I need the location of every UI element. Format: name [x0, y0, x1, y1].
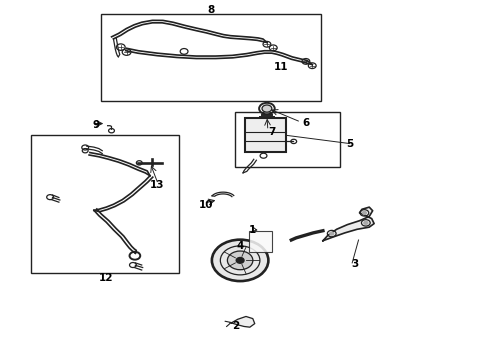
Circle shape	[213, 241, 267, 280]
Text: 12: 12	[99, 273, 113, 283]
Bar	[249, 231, 272, 252]
Text: 7: 7	[268, 127, 275, 137]
Bar	[101, 14, 320, 102]
Text: 5: 5	[346, 139, 353, 149]
Text: 10: 10	[199, 200, 213, 210]
Polygon shape	[323, 207, 374, 241]
Text: 3: 3	[351, 259, 358, 269]
Polygon shape	[231, 316, 255, 327]
Circle shape	[227, 251, 253, 270]
Circle shape	[363, 211, 367, 214]
Text: 2: 2	[232, 321, 239, 332]
Text: 11: 11	[274, 63, 289, 72]
Bar	[30, 135, 179, 273]
Circle shape	[262, 105, 272, 112]
Text: 4: 4	[237, 241, 244, 251]
Text: 1: 1	[249, 225, 256, 235]
Circle shape	[236, 257, 244, 263]
Circle shape	[364, 221, 368, 224]
Text: 6: 6	[302, 118, 310, 128]
Text: 9: 9	[93, 120, 100, 130]
Circle shape	[330, 232, 334, 235]
Bar	[235, 112, 340, 167]
Bar	[245, 118, 287, 152]
Text: 8: 8	[207, 5, 215, 15]
Text: 13: 13	[150, 180, 165, 190]
